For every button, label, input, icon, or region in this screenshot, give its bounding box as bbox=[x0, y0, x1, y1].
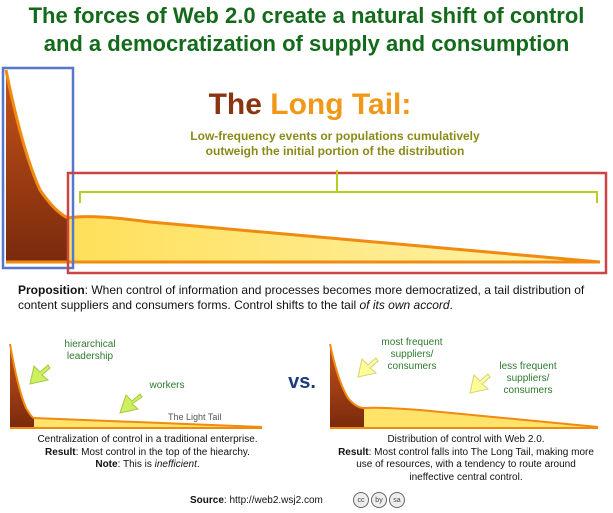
left-result-text: : Most control in the top of the hiearch… bbox=[75, 446, 250, 458]
left-note-text: : This is bbox=[117, 459, 155, 470]
long-tail-subtitle-line-2: outweigh the initial portion of the dist… bbox=[205, 144, 465, 158]
by-license-icon: by bbox=[371, 492, 387, 508]
proposition-italic: of its own accord bbox=[359, 298, 450, 312]
source-url[interactable]: : http://web2.wsj2.com bbox=[223, 495, 323, 506]
sa-license-icon: sa bbox=[389, 492, 405, 508]
workers-label: workers bbox=[149, 380, 185, 391]
proposition-end: . bbox=[449, 298, 453, 312]
right-result-text: : Most control falls into The Long Tail,… bbox=[356, 446, 594, 483]
right-caption-result: Result: Most control falls into The Long… bbox=[335, 447, 597, 485]
cc-license-icon: cc bbox=[353, 492, 369, 508]
right-result-label: Result bbox=[338, 446, 369, 458]
light-tail-diagram bbox=[9, 343, 263, 429]
distribution-curve bbox=[4, 69, 601, 264]
head-highlight-box bbox=[1, 66, 75, 270]
less-frequent-arrow bbox=[469, 373, 491, 394]
most-frequent-label: most frequent suppliers/ consumers bbox=[381, 337, 443, 372]
left-caption-line-1: Centralization of control in a tradition… bbox=[37, 434, 258, 445]
long-tail-title-part-2: Long Tail: bbox=[270, 88, 412, 121]
tail-bracket bbox=[79, 170, 598, 203]
headline: The forces of Web 2.0 create a natural s… bbox=[0, 2, 613, 58]
left-note-italic: inefficient bbox=[154, 459, 197, 470]
comparison-diagrams bbox=[9, 343, 599, 429]
source-line: Source: http://web2.wsj2.com bbox=[190, 495, 430, 506]
hierarchical-leadership-label: hierarchical leadership bbox=[64, 339, 116, 362]
right-caption-line-1: Distribution of control with Web 2.0. bbox=[387, 434, 545, 445]
long-tail-title-part-1: The bbox=[208, 88, 271, 121]
light-tail-label: The Light Tail bbox=[168, 412, 222, 422]
headline-line-2: and a democratization of supply and cons… bbox=[43, 31, 570, 56]
hierarchical-arrow bbox=[29, 364, 51, 385]
long-tail-title: The Long Tail: bbox=[160, 88, 460, 122]
left-note-label: Note bbox=[95, 459, 118, 470]
left-caption: Centralization of control in a tradition… bbox=[5, 434, 290, 472]
long-tail-subtitle-line-1: Low-frequency events or populations cumu… bbox=[190, 129, 480, 143]
long-tail-small-diagram bbox=[329, 343, 599, 429]
workers-arrow bbox=[119, 393, 143, 414]
right-caption: Distribution of control with Web 2.0. Re… bbox=[335, 434, 597, 484]
vs-label: vs. bbox=[288, 371, 316, 393]
head-area bbox=[6, 70, 68, 262]
proposition-label: Proposition bbox=[18, 283, 85, 297]
left-note-end: . bbox=[196, 459, 200, 470]
proposition-text: Proposition: When control of information… bbox=[18, 283, 603, 313]
left-caption-note: Note: This is inefficient. bbox=[5, 459, 290, 472]
headline-line-1: The forces of Web 2.0 create a natural s… bbox=[28, 3, 585, 28]
left-caption-result: Result: Most control in the top of the h… bbox=[5, 447, 290, 460]
proposition-body: : When control of information and proces… bbox=[18, 283, 585, 312]
long-tail-subtitle: Low-frequency events or populations cumu… bbox=[150, 129, 520, 159]
long-tail-diagram bbox=[1, 66, 608, 275]
most-frequent-arrow bbox=[357, 357, 379, 378]
left-result-label: Result bbox=[45, 446, 76, 458]
less-frequent-label: less frequent suppliers/ consumers bbox=[499, 361, 557, 396]
source-label: Source bbox=[190, 495, 224, 506]
